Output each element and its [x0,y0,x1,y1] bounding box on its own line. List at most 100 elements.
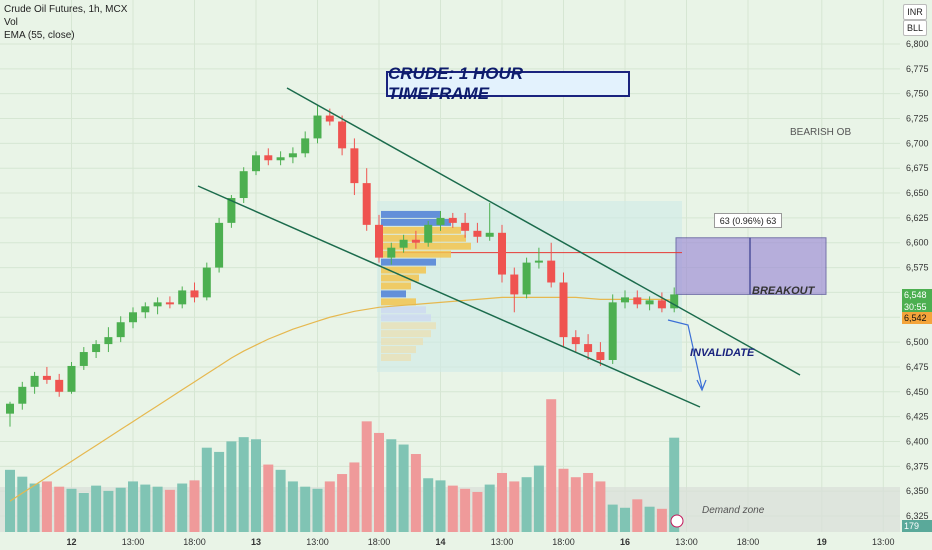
candle-body[interactable] [215,222,224,268]
candle-body[interactable] [264,155,273,161]
candle-body[interactable] [129,312,137,323]
volume-bar [386,439,397,532]
volume-profile-bar [381,250,451,258]
countdown-label: 30:55 [902,301,932,313]
candle-body[interactable] [584,344,593,353]
x-tick-label: 13:00 [122,537,145,547]
symbol-title[interactable]: Crude Oil Futures, 1h, MCX [4,4,128,15]
candle-body[interactable] [411,239,420,243]
volume-bar [361,421,372,532]
candle-body[interactable] [621,297,629,303]
candle-body[interactable] [436,217,445,225]
candle-body[interactable] [252,155,260,172]
candle-body[interactable] [424,224,433,243]
volume-bar [349,462,360,532]
x-tick-label: 18:00 [183,537,206,547]
volume-profile-bar [381,226,461,234]
candle-body[interactable] [448,217,457,223]
currency-badge-inr[interactable]: INR [903,4,927,20]
volume-profile-bar [381,322,436,330]
volume-bar [226,441,237,532]
candle-body[interactable] [6,403,14,414]
currency-badge-bll[interactable]: BLL [903,20,927,36]
breakout-box [675,237,827,295]
y-tick-label: 6,700 [906,138,929,148]
candle-body[interactable] [92,344,101,353]
candle-body[interactable] [387,247,396,258]
volume-bar [644,506,655,532]
candle-body[interactable] [596,352,605,360]
candle-body[interactable] [375,224,383,258]
volume-bar [632,499,643,532]
volume-profile-bar [381,290,406,298]
price-scale[interactable] [900,0,932,532]
candle-body[interactable] [301,138,310,154]
time-axis[interactable] [0,532,932,550]
event-flag-icon[interactable] [670,514,684,528]
y-tick-label: 6,675 [906,163,929,173]
ema-indicator-label[interactable]: EMA (55, close) [4,30,75,41]
candle-body[interactable] [670,294,679,309]
candle-body[interactable] [18,386,27,404]
candle-body[interactable] [202,267,211,298]
candle-body[interactable] [325,115,334,122]
candle-body[interactable] [165,302,174,305]
candle-body[interactable] [338,121,347,149]
volume-bar [78,493,89,532]
candle-body[interactable] [461,222,470,231]
candle-body[interactable] [571,337,580,345]
volume-bar [115,487,126,532]
candle-body[interactable] [190,290,199,298]
candle-body[interactable] [30,375,39,387]
candle-body[interactable] [657,300,666,309]
volume-indicator-label[interactable]: Vol [4,17,18,28]
volume-bar [66,488,77,532]
candle-body[interactable] [510,274,519,295]
breakout-label: BREAKOUT [752,285,815,297]
candle-body[interactable] [522,262,531,295]
candle-body[interactable] [473,230,482,237]
candle-body[interactable] [534,260,543,263]
volume-bar [374,432,384,532]
volume-profile-bar [381,346,416,354]
volume-bar [521,477,532,532]
demand-zone-label: Demand zone [702,505,765,516]
candle-body[interactable] [485,232,494,237]
candle-body[interactable] [153,302,162,307]
candle-body[interactable] [141,306,150,313]
candle-body[interactable] [104,337,113,345]
candle-body[interactable] [42,375,51,380]
candle-body[interactable] [633,297,642,305]
volume-profile-bar [381,354,411,361]
candle-body[interactable] [227,198,236,223]
y-tick-label: 6,575 [906,263,929,273]
candle-body[interactable] [608,302,617,360]
candle-body[interactable] [559,282,568,338]
candle-body[interactable] [399,239,408,248]
volume-bar [435,480,446,532]
volume-bar [91,485,102,532]
x-tick-label: 13:00 [872,537,895,547]
candle-body[interactable] [116,322,125,338]
candle-body[interactable] [67,365,76,392]
candle-body[interactable] [288,153,297,158]
candle-body[interactable] [178,290,187,305]
volume-bar [164,489,175,532]
volume-bar [558,468,569,532]
candle-body[interactable] [362,183,371,225]
candle-body[interactable] [239,171,248,199]
x-tick-label: 19 [817,537,827,547]
candle-body[interactable] [645,300,654,305]
candle-body[interactable] [79,352,88,366]
volume-profile-bar [381,266,426,274]
volume-bar [423,478,434,532]
candle-body[interactable] [547,260,556,283]
candle-body[interactable] [350,148,359,184]
candle-body[interactable] [313,115,322,139]
candle-body[interactable] [498,232,506,275]
volume-bar [29,483,40,532]
volume-bar [509,481,520,532]
candle-body[interactable] [276,157,285,161]
candle-body[interactable] [55,379,64,392]
